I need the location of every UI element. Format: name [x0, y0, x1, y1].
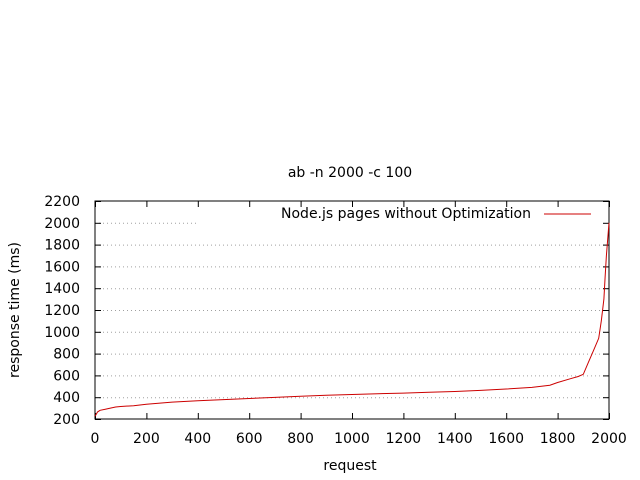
y-tick-label: 400: [53, 390, 80, 406]
series-line: [94, 222, 610, 417]
legend-label: Node.js pages without Optimization: [281, 206, 531, 222]
x-axis-label: request: [323, 458, 377, 474]
series-group: [94, 222, 610, 417]
y-tick-label: 600: [53, 368, 80, 384]
chart-title: ab -n 2000 -c 100: [288, 165, 412, 181]
y-tick-label: 1600: [44, 259, 80, 275]
y-tick-label: 1800: [44, 238, 80, 254]
y-tick-label: 800: [53, 347, 80, 363]
axis-ticks: [95, 201, 610, 420]
x-tick-label: 200: [133, 431, 160, 447]
y-tick-label: 2000: [44, 216, 80, 232]
x-tick-label: 0: [91, 431, 100, 447]
x-tick-label: 400: [184, 431, 211, 447]
x-tick-label: 1000: [334, 431, 370, 447]
x-tick-label: 600: [236, 431, 263, 447]
y-tick-label: 1400: [44, 281, 80, 297]
y-tick-label: 200: [53, 412, 80, 428]
x-tick-label: 2000: [591, 431, 627, 447]
x-tick-label: 1400: [437, 431, 473, 447]
x-tick-label: 800: [287, 431, 314, 447]
y-tick-label: 1200: [44, 303, 80, 319]
y-tick-labels: 200 400 600 800 1000 1200 1400 1600 1800 2000 2200: [44, 194, 80, 428]
legend: Node.js pages without Optimization: [281, 206, 591, 222]
y-axis-label: response time (ms): [7, 242, 23, 378]
x-tick-label: 1600: [488, 431, 524, 447]
grid-lines: [95, 222, 609, 399]
x-tick-labels: 0 200 400 600 800 1000 1200 1400 1600 1800 2000: [91, 431, 627, 447]
x-tick-label: 1200: [386, 431, 422, 447]
y-tick-label: 1000: [44, 325, 80, 341]
y-tick-label: 2200: [44, 194, 80, 210]
x-tick-label: 1800: [540, 431, 576, 447]
